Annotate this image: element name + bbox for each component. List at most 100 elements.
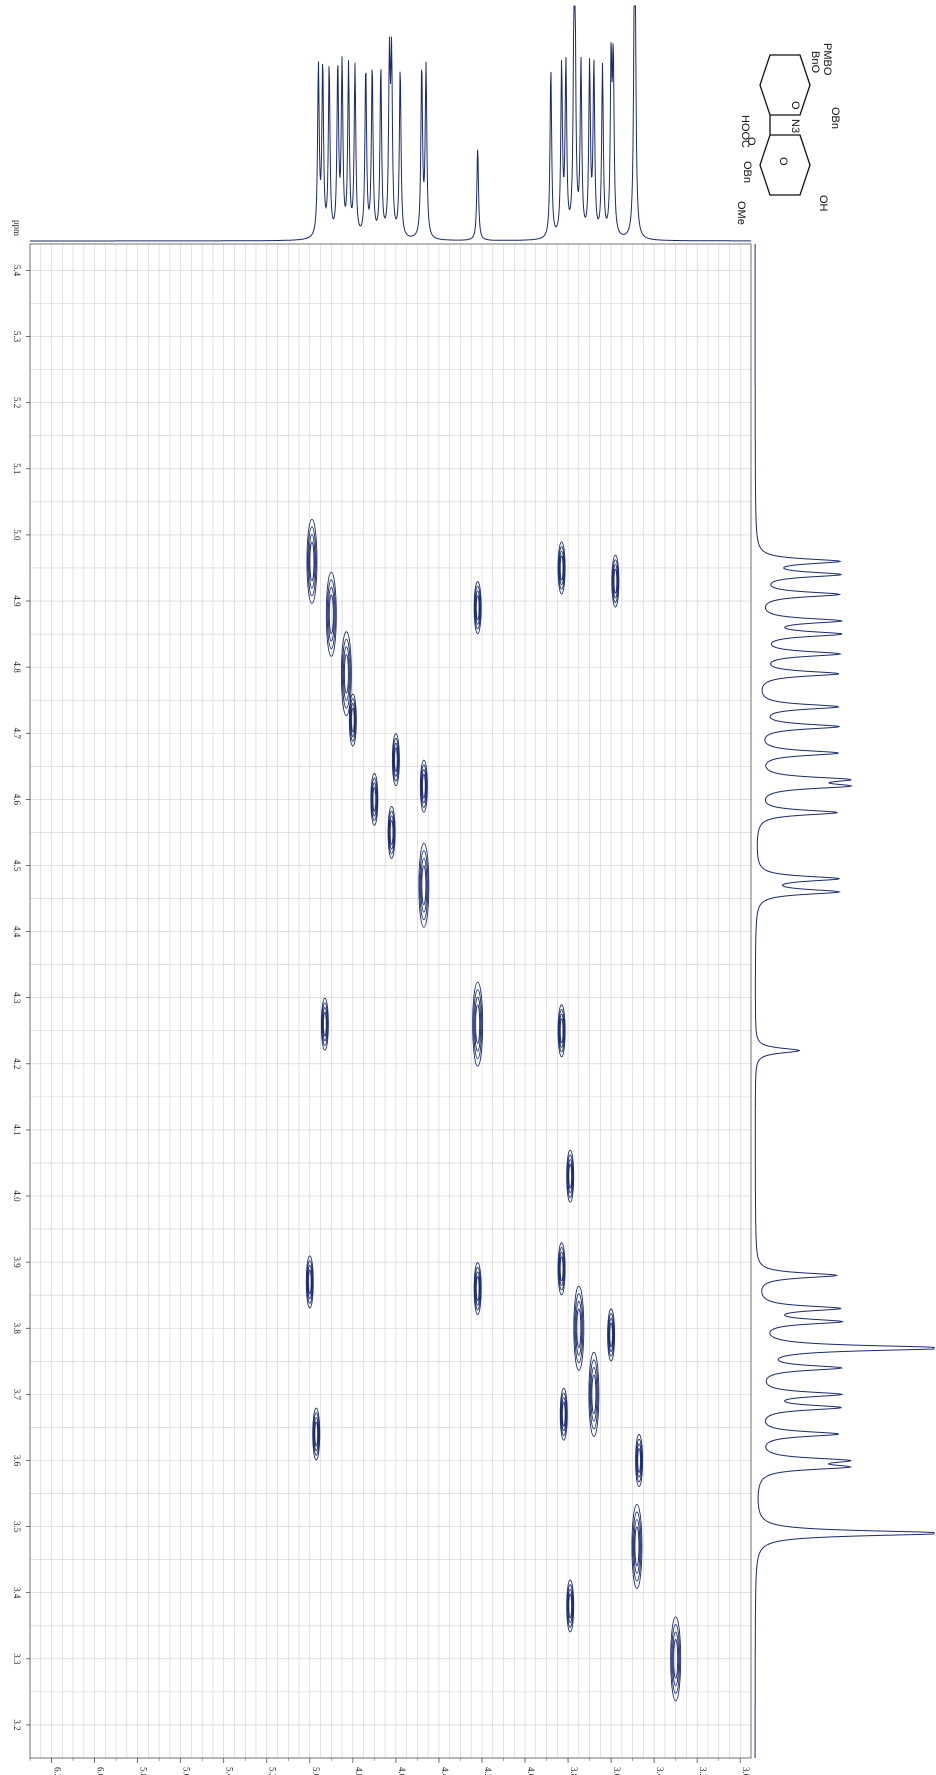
contour-ring [371,782,377,817]
contour-ring [370,772,379,826]
y-tick-label: 4.0 [12,1190,22,1202]
cross-peak [305,1255,314,1309]
contour-ring [557,541,566,595]
cross-peak [670,1616,682,1702]
contour-ring [422,773,426,799]
contour-ring [421,865,427,906]
contour-ring [566,1149,575,1203]
cross-peak [472,981,484,1067]
contour-ring [420,764,428,808]
x-tick-label: 3.4 [655,1767,665,1775]
contour-ring [472,981,484,1067]
contour-ring [607,1313,615,1357]
cross-peak [473,1262,482,1316]
contour-ring [388,810,395,855]
y-tick-label: 4.8 [12,662,22,674]
contour-ring [348,693,357,747]
contour-ring [389,815,395,850]
y-tick-label: 4.5 [12,860,22,872]
cross-peak [573,1285,585,1371]
cross-peak [320,997,329,1051]
contour-ring [574,1293,584,1364]
y-tick-label: 4.2 [12,1058,22,1069]
contour-ring [561,1401,566,1427]
contour-ring [419,850,429,921]
y-tick-label: 4.7 [12,728,22,740]
right-projection-trace [754,244,935,1758]
contour-ring [566,1579,575,1633]
x-tick-label: 5.8 [139,1767,149,1775]
contour-ring [475,595,480,621]
contour-ring [421,769,427,804]
structure-label: O [777,157,789,166]
top-projection-spectrum [30,5,751,242]
y-tick-label: 5.1 [12,463,22,474]
contour-ring [672,1631,680,1687]
contour-ring [558,546,565,590]
top-projection-trace [30,5,751,242]
contour-ring [307,1264,313,1300]
contour-ring [307,526,317,597]
contour-ring [591,1374,597,1415]
contour-ring [473,989,483,1060]
contour-ring [560,1392,568,1436]
structure-label: N3 [789,119,801,133]
contour-ring [325,571,337,657]
y-tick-label: 3.3 [12,1653,22,1665]
ring-upper [759,54,811,116]
contour-ring [475,1004,481,1044]
cross-peak [419,759,428,813]
y-tick-label: 3.8 [12,1323,22,1335]
contour-ring [320,997,329,1051]
contour-ring [633,1519,641,1574]
contour-ring [328,594,334,635]
contour-ring [670,1616,682,1702]
structure-label: OH [817,195,829,212]
cross-peak [635,1434,644,1487]
contour-ring [372,786,377,812]
contour-ring [349,698,357,742]
contour-ring [632,1511,642,1582]
contour-ring [590,1367,598,1422]
cross-peak [348,693,357,747]
contour-ring [307,1269,312,1295]
contour-ring [308,534,316,589]
contour-ring [635,1434,644,1487]
contour-ring [567,1159,573,1194]
contour-ring [474,996,482,1052]
contour-ring [326,579,336,650]
contour-ring [559,1013,565,1048]
contour-ring [588,1351,600,1437]
y-tick-label: 3.5 [12,1521,22,1533]
x-tick-label: 4.4 [440,1767,450,1775]
structure-label: PMBO [821,43,833,76]
contour-ring [340,631,352,717]
contour-ring [673,1639,679,1679]
x-tick-label: 6.0 [96,1767,106,1775]
y-tick-label: 5.2 [12,397,22,408]
grid-lines [29,244,752,1759]
contour-ring [636,1443,642,1478]
contour-ring [475,1276,480,1302]
structure-label: OBn [741,161,753,183]
contour-ring [558,1008,565,1053]
contour-ring [321,1002,329,1046]
x-tick-label: 5.0 [311,1767,321,1775]
cross-peak [566,1579,575,1633]
contour-ring [389,820,394,845]
cross-peak [631,1503,643,1589]
x-tick-label: 4.6 [397,1767,407,1775]
contour-ring [576,1308,582,1349]
contour-ring [635,1438,643,1483]
cross-peak [557,1242,566,1296]
y-tick-label: 4.9 [12,595,22,607]
y-tick-label: 4.1 [12,1124,22,1135]
contour-ring [343,653,349,694]
structure-label: OMe [735,201,747,225]
contour-ring [637,1448,641,1473]
contour-ring [393,742,399,777]
contour-ring [567,1588,573,1624]
y-tick-label: 3.4 [12,1587,22,1599]
contour-ring [309,541,315,582]
